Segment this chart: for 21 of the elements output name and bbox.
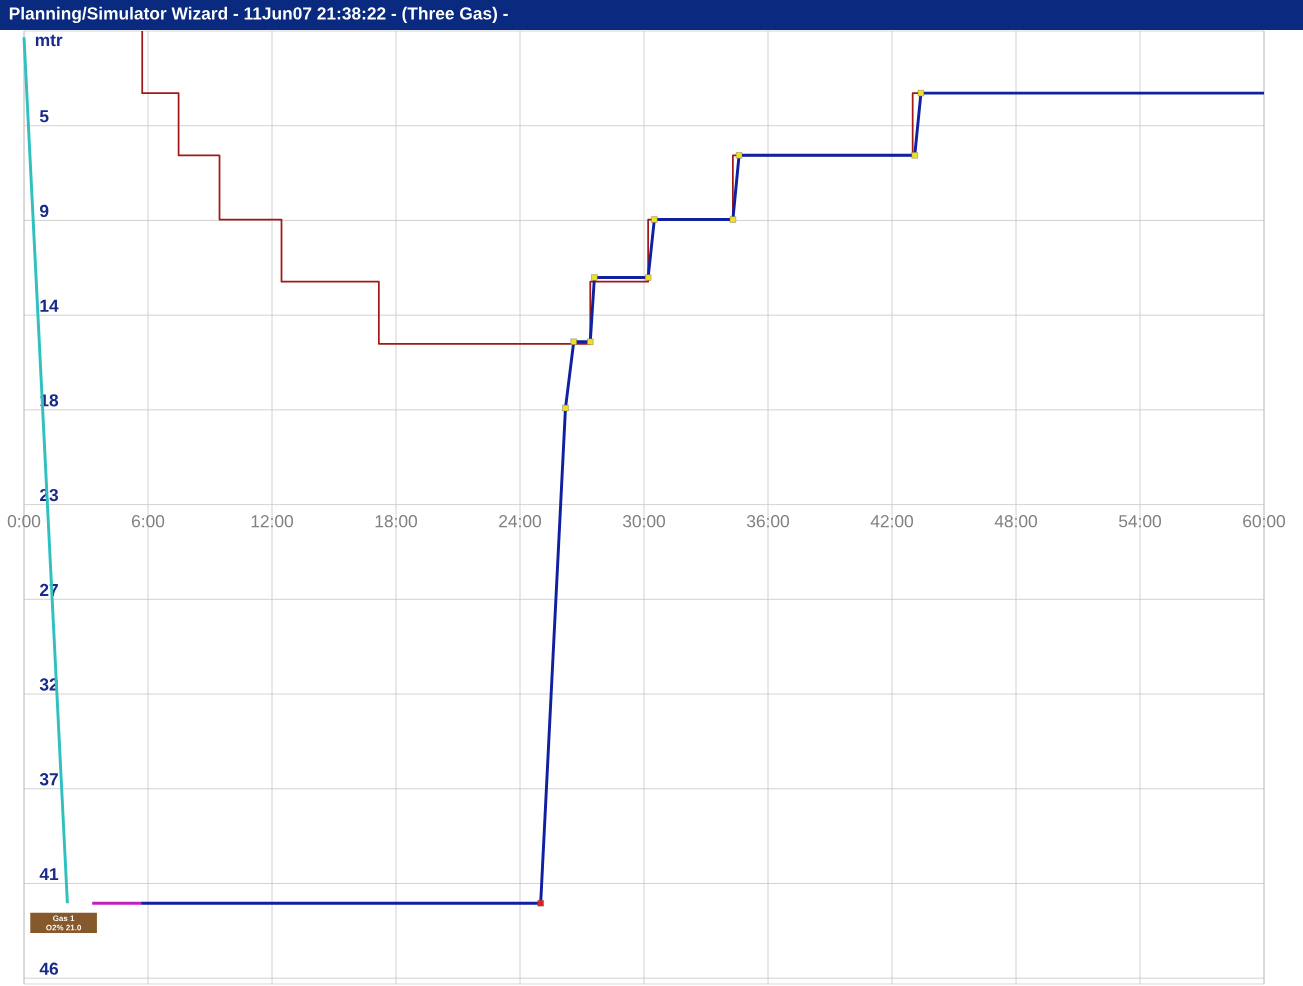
x-tick-label: 42:00 — [870, 515, 914, 528]
x-tick-label: 6:00 — [132, 515, 165, 528]
x-tick-label: 0:00 — [7, 515, 41, 528]
y-tick-label: 41 — [39, 868, 59, 881]
chart-title: Planning/Simulator Wizard - 11Jun07 21:38:22 - (Three Gas) - — [9, 6, 508, 24]
x-tick-label: 12:00 — [251, 515, 294, 528]
y-tick-label: 9 — [39, 204, 49, 218]
x-tick-label: 54:00 — [1119, 515, 1162, 528]
annotation: O2% 21.0 — [46, 924, 82, 931]
x-tick-label: 36:00 — [746, 515, 790, 528]
x-tick-label: 60:00 — [1243, 515, 1286, 528]
y-tick-label: 5 — [39, 110, 49, 123]
y-tick-label: 37 — [39, 773, 58, 786]
y-tick-label: 46 — [39, 962, 59, 975]
x-tick-label: 18:00 — [375, 515, 418, 528]
y-tick-label: 14 — [40, 299, 59, 312]
y-axis-title: mtr — [35, 34, 63, 47]
annotation: Gas 1 — [53, 915, 75, 922]
x-tick-label: 30:00 — [622, 515, 666, 528]
x-tick-label: 24:00 — [499, 515, 542, 528]
x-tick-label: 48:00 — [994, 515, 1038, 528]
